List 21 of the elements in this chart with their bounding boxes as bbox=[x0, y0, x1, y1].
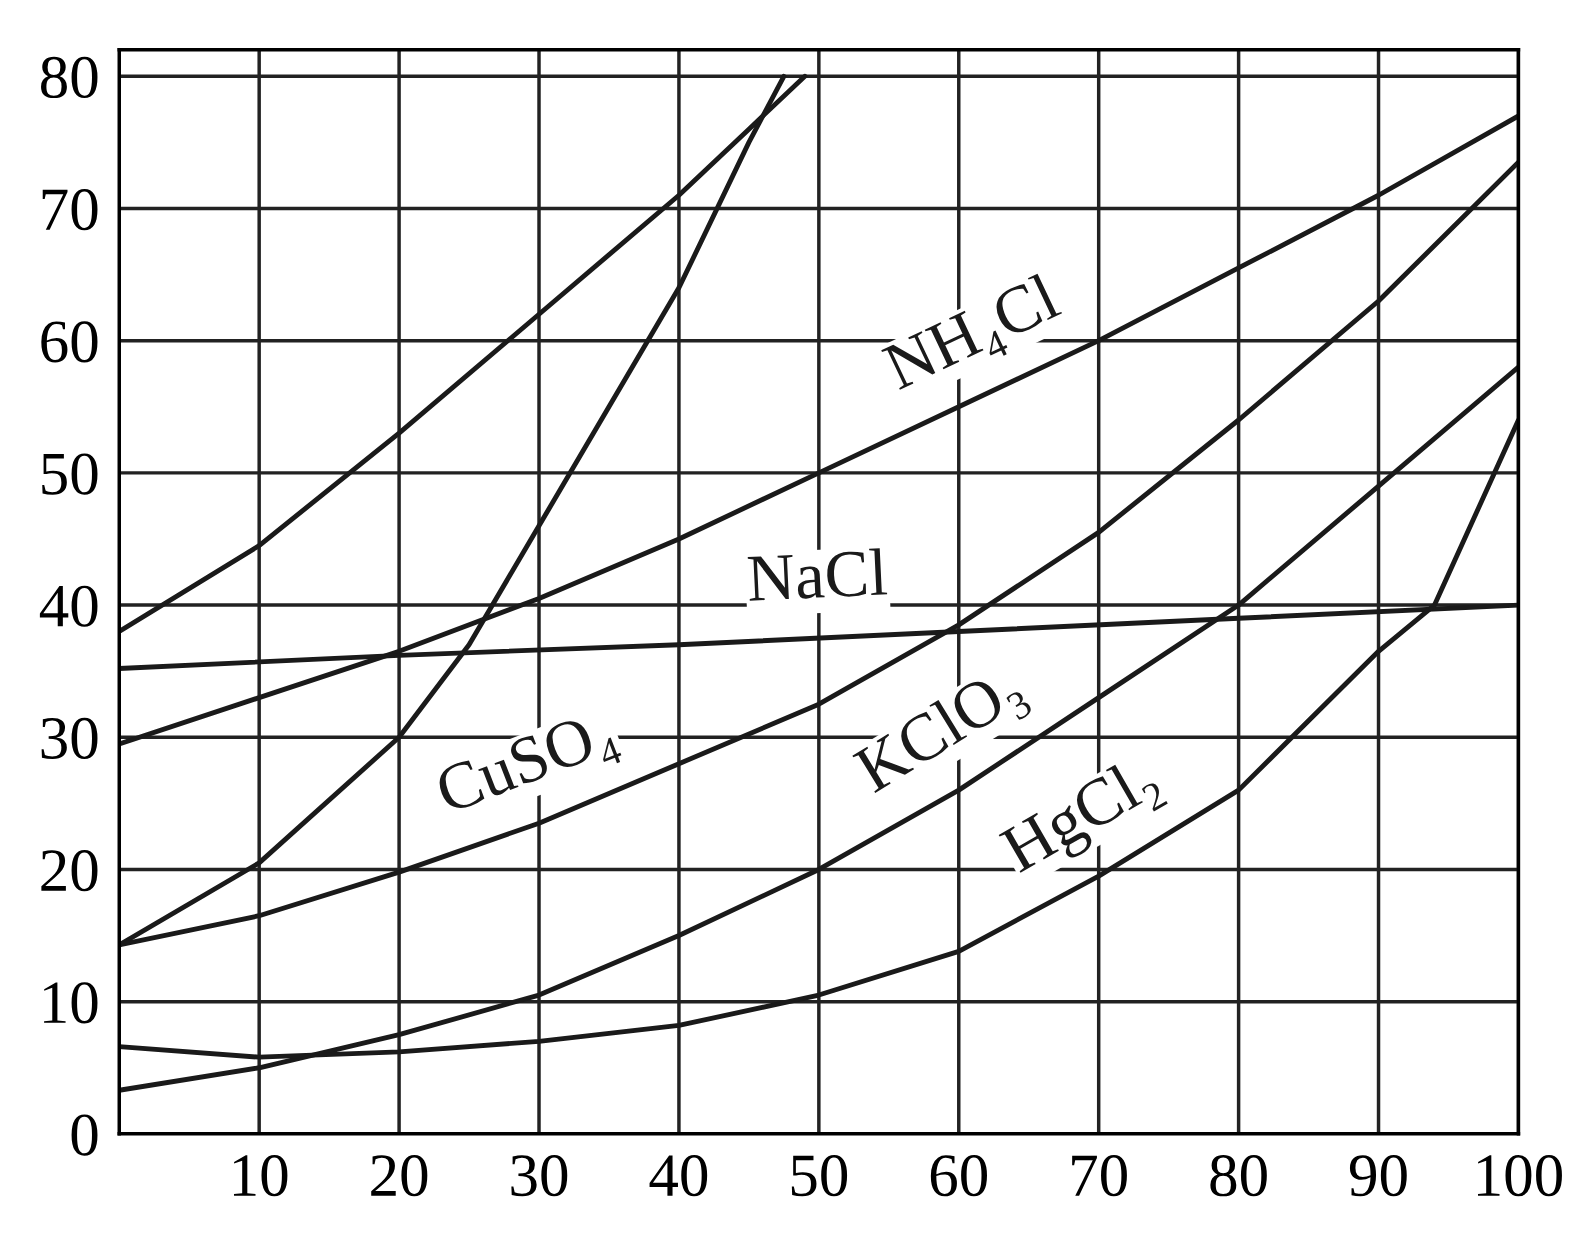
y-tick-label: 30 bbox=[41, 717, 98, 760]
y-tick-label: 50 bbox=[42, 453, 98, 495]
text: CuSO₄ bbox=[433, 706, 624, 827]
x-tick-label: 100 bbox=[1477, 1155, 1562, 1197]
y-tick-label: 10 bbox=[44, 982, 98, 1024]
x-tick-label: 10 bbox=[233, 1155, 288, 1197]
x-tick-label: 60 bbox=[930, 1155, 987, 1197]
x-tick-label: 70 bbox=[1072, 1155, 1127, 1197]
y-tick-label: 80 bbox=[41, 56, 98, 99]
y-tick-label: 40 bbox=[39, 585, 98, 627]
y-tick-label: 60 bbox=[41, 321, 98, 363]
y-tick-label: 20 bbox=[41, 850, 98, 892]
x-tick-label: 40 bbox=[649, 1155, 708, 1197]
x-tick-label: 80 bbox=[1210, 1155, 1267, 1197]
series-label: NaCl bbox=[747, 548, 888, 602]
x-tick-label: 20 bbox=[371, 1155, 428, 1197]
y-tick-label: 0 bbox=[71, 1114, 98, 1156]
x-tick-label: 90 bbox=[1349, 1155, 1407, 1197]
y-tick-label: 70 bbox=[42, 189, 98, 231]
x-tick-label: 30 bbox=[511, 1155, 568, 1197]
x-tick-label: 50 bbox=[791, 1155, 848, 1197]
